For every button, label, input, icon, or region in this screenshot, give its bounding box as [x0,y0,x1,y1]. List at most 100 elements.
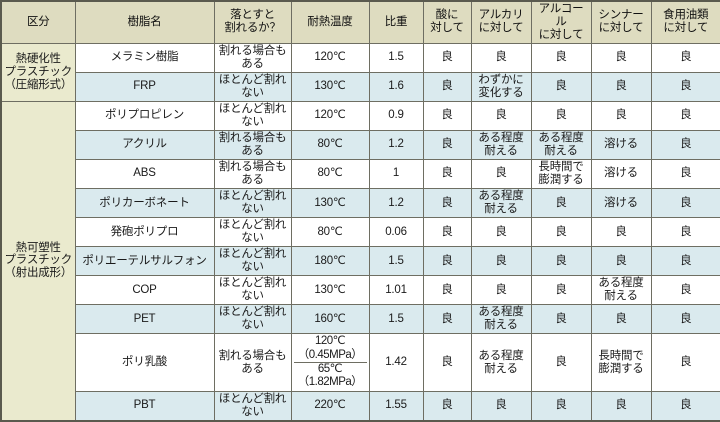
cell-alkali-resistance: 良 [470,158,532,189]
category-label-line3: （圧縮形式） [4,78,73,91]
table-row: ポリカーボネート ほとんど割れない 130℃ 1.2 良ある程度耐える良溶ける良 [1,187,720,219]
header-acid: 酸に 対して [422,0,472,44]
header-edible-oil: 食用油類 に対して [650,0,720,44]
cell-edible-oil-resistance: 良 [650,216,720,248]
header-drop-break: 落とすと 割れるか？ [213,0,292,44]
table-row: PBT ほとんど割れない 220℃ 1.55 良良良良良 [1,390,720,422]
cell-heat-temp: 120℃ [290,42,370,73]
category-label-line2: プラスチック [4,254,73,267]
cell-thinner-resistance: 良 [590,390,652,422]
cell-thinner-resistance: 良 [590,42,652,73]
cell-resin-name: アクリル [74,129,215,160]
heat-temp-top-text: 120℃ （0.45MPa） [298,335,363,361]
category-cell-thermoset: 熱硬化性 プラスチック （圧縮形式） [0,42,76,102]
cell-thinner-resistance: 良 [590,71,652,102]
cell-acid-resistance: 良 [422,100,472,131]
cell-resin-name: ポリ乳酸 [74,333,215,392]
cell-drop-break: 割れる場合もある [213,158,292,189]
cell-specific-gravity: 1.2 [368,187,424,219]
heat-temp-top-line2: （0.45MPa） [297,348,363,361]
cell-drop-break: ほとんど割れない [213,216,292,248]
cell-heat-temp: 130℃ [290,71,370,102]
cell-alkali-resistance: わずかに変化する [470,71,532,102]
table-header: 区分 樹脂名 落とすと 割れるか？ 耐熱温度 比重 酸に 対して アルカリ に対… [0,0,720,44]
cell-thinner-resistance: 良 [590,216,652,248]
cell-edible-oil-resistance: 良 [650,71,720,102]
cell-resin-name: PET [74,304,215,335]
cell-thinner-resistance: 溶ける [590,187,652,219]
cell-thinner-resistance: 良 [590,246,652,277]
header-alkali-line1: アルカリ [478,9,524,22]
cell-specific-gravity: 1.6 [368,71,424,102]
cell-alcohol-resistance: 良 [530,304,592,335]
cell-heat-temp: 80℃ [290,129,370,160]
table-row: FRP ほとんど割れない 130℃ 1.6 良わずかに変化する良良良 [1,71,720,102]
cell-resin-name: ABS [74,158,215,189]
cell-specific-gravity: 1.42 [368,333,424,392]
cell-drop-break: ほとんど割れない [213,187,292,219]
cell-alcohol-resistance: 長時間で膨潤する [530,158,592,189]
header-row: 区分 樹脂名 落とすと 割れるか？ 耐熱温度 比重 酸に 対して アルカリ に対… [0,0,720,44]
cell-acid-resistance: 良 [422,129,472,160]
heat-temp-bottom-line1: 65℃ [317,363,343,376]
category-label-line2: プラスチック [4,65,73,78]
heat-temp-top-line1: 120℃ [314,335,346,348]
category-label-line3: （射出成形） [4,267,73,280]
cell-heat-temp-split: 120℃ （0.45MPa） 65℃ （1.82MPa） [290,333,370,392]
cell-thinner-resistance: 溶ける [590,158,652,189]
cell-alcohol-resistance: 良 [530,275,592,306]
cell-specific-gravity: 1.5 [368,304,424,335]
header-alkali: アルカリ に対して [470,0,532,44]
cell-alcohol-resistance: 良 [530,333,592,392]
cell-alkali-resistance: ある程度耐える [470,187,532,219]
cell-alkali-resistance: 良 [470,275,532,306]
cell-edible-oil-resistance: 良 [650,304,720,335]
cell-resin-name: ポリエーテルサルフォン [74,246,215,277]
cell-specific-gravity: 1.01 [368,275,424,306]
cell-resin-name: COP [74,275,215,306]
cell-edible-oil-resistance: 良 [650,158,720,189]
category-label-line1: 熱硬化性 [15,52,61,65]
cell-drop-break: ほとんど割れない [213,304,292,335]
header-alkali-line2: に対して [478,22,524,35]
cell-alcohol-resistance: 良 [530,100,592,131]
cell-specific-gravity: 1.55 [368,390,424,422]
cell-edible-oil-resistance: 良 [650,333,720,392]
cell-alkali-resistance: 良 [470,216,532,248]
heat-temp-split-container: 120℃ （0.45MPa） 65℃ （1.82MPa） [293,335,367,390]
cell-alcohol-resistance: 良 [530,187,592,219]
heat-temp-bottom-line2: （1.82MPa） [297,376,363,389]
cell-heat-temp: 130℃ [290,275,370,306]
header-thinner-line1: シンナー [598,9,644,22]
cell-resin-name: ポリプロピレン [74,100,215,131]
header-resin-name-label: 樹脂名 [127,15,162,28]
cell-edible-oil-resistance: 良 [650,129,720,160]
header-category: 区分 [0,0,76,44]
header-heat-temp: 耐熱温度 [290,0,370,44]
cell-acid-resistance: 良 [422,390,472,422]
heat-temp-bottom-text: 65℃ （1.82MPa） [298,363,363,389]
cell-heat-temp: 80℃ [290,158,370,189]
header-specific-gravity: 比重 [368,0,424,44]
cell-thinner-resistance: 溶ける [590,129,652,160]
cell-drop-break: ほとんど割れない [213,100,292,131]
header-alcohol-line2: に対して [538,28,584,41]
header-specific-gravity-label: 比重 [384,15,408,28]
cell-alcohol-resistance: 良 [530,71,592,102]
cell-acid-resistance: 良 [422,71,472,102]
cell-drop-break: 割れる場合もある [213,129,292,160]
cell-edible-oil-resistance: 良 [650,390,720,422]
cell-heat-temp: 220℃ [290,390,370,422]
table-body: 熱硬化性 プラスチック （圧縮形式） メラミン樹脂 割れる場合もある 120℃ 1.5 良良良… [0,42,720,422]
cell-heat-temp: 80℃ [290,216,370,248]
cell-thinner-resistance: 良 [590,304,652,335]
cell-thinner-resistance: 長時間で膨潤する [590,333,652,392]
cell-drop-break: ほとんど割れない [213,390,292,422]
table-row: PET ほとんど割れない 160℃ 1.5 良ある程度耐える良良良 [1,304,720,335]
table-row: 熱可塑性 プラスチック （射出成形） ポリプロピレン ほとんど割れない 120℃ 0.9 良良… [0,100,720,422]
cell-alkali-resistance: 良 [470,100,532,131]
table-row: アクリル 割れる場合もある 80℃ 1.2 良ある程度耐える ある程度耐える 溶ける良 [1,129,720,160]
cell-alcohol-resistance: 良 [530,390,592,422]
cell-alcohol-resistance: 良 [530,216,592,248]
cell-edible-oil-resistance: 良 [650,187,720,219]
